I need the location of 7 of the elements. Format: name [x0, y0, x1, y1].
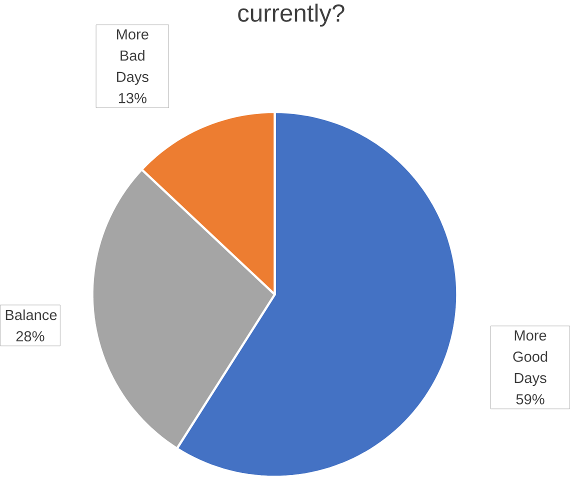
slice-label: More Good Days [513, 330, 548, 386]
slice-label: Balance [6, 309, 57, 320]
data-label: 13% [118, 92, 146, 104]
data-label: 28% [16, 331, 44, 342]
data-label: 59% [516, 394, 544, 404]
chart-title: currently? [238, 4, 344, 27]
slice-label: More Bad Days [117, 29, 148, 85]
